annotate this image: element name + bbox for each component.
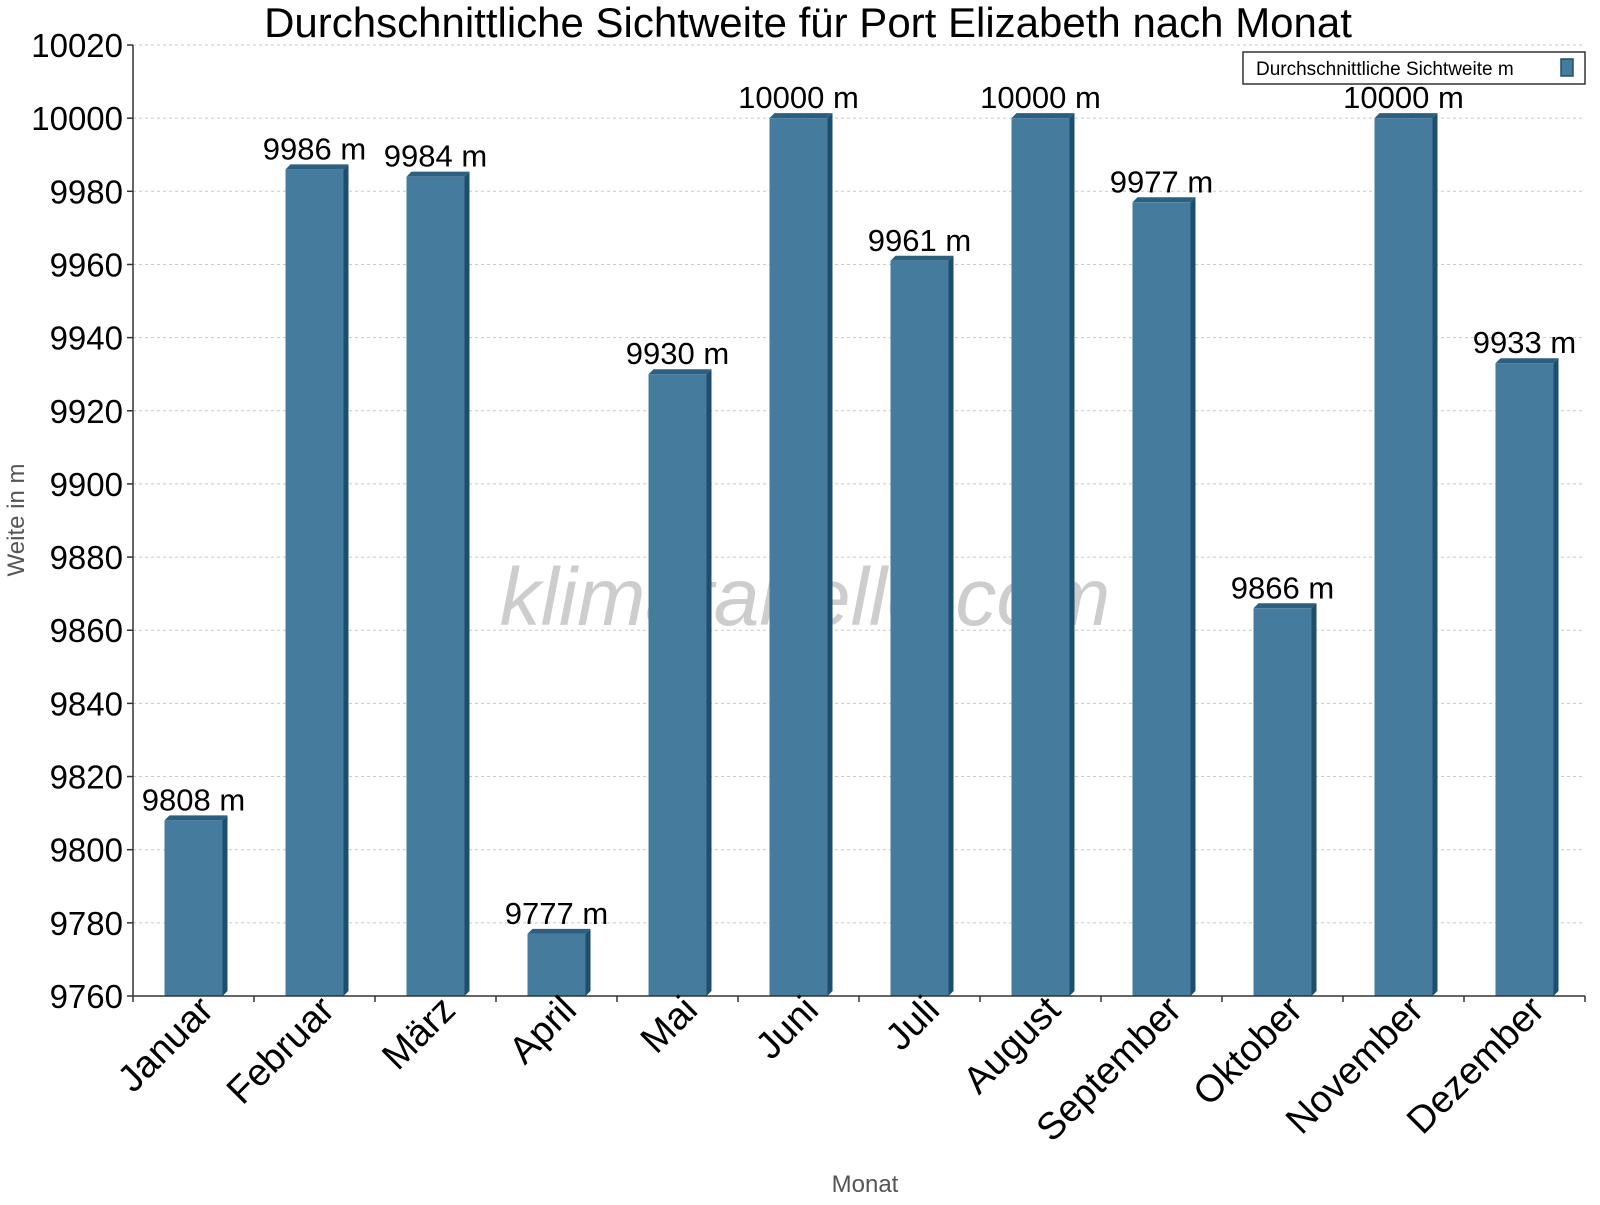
bar xyxy=(285,169,344,996)
y-tick-label: 9940 xyxy=(50,320,123,357)
bar-side xyxy=(1432,113,1438,996)
bar xyxy=(1495,363,1554,996)
legend: Durchschnittliche Sichtweite m xyxy=(1242,51,1586,85)
bar xyxy=(1011,118,1070,996)
bar xyxy=(890,260,949,996)
data-labels: 9808 m 9986 m 9984 m 9777 m 9930 m 10000 m 996… xyxy=(142,80,1576,931)
y-tick-label: 9900 xyxy=(50,466,123,503)
bar-value-label: 9930 m xyxy=(626,336,729,371)
x-category-label: August xyxy=(956,988,1070,1102)
y-tick-label: 9880 xyxy=(50,539,123,576)
x-category-label: Mai xyxy=(633,989,706,1062)
bar xyxy=(1132,202,1191,996)
bar-top xyxy=(406,171,470,177)
bar-top xyxy=(164,815,228,821)
y-tick-label: 9980 xyxy=(50,173,123,210)
bar-value-label: 10000 m xyxy=(1343,80,1464,115)
x-axis-title: Monat xyxy=(832,1171,899,1198)
y-tick-label: 9820 xyxy=(50,759,123,796)
x-category-label: Oktober xyxy=(1186,988,1312,1114)
bar-value-label: 10000 m xyxy=(980,80,1101,115)
bar-side xyxy=(1190,197,1196,996)
y-tick-label: 9860 xyxy=(50,612,123,649)
bar-side xyxy=(585,928,591,996)
bar-top xyxy=(1011,113,1075,119)
y-tick-label: 9920 xyxy=(50,393,123,430)
bar-side xyxy=(948,255,954,997)
legend-swatch xyxy=(1560,58,1574,77)
y-tick-label: 10020 xyxy=(31,27,123,64)
bar-side xyxy=(343,164,349,996)
x-category-label: April xyxy=(501,989,584,1072)
bar-value-label: 9961 m xyxy=(868,223,971,258)
x-category-label: Juni xyxy=(748,989,827,1068)
legend-box xyxy=(1242,51,1586,85)
bar-top xyxy=(527,928,591,934)
bar-top xyxy=(1132,197,1196,203)
bar xyxy=(769,118,828,996)
bar-value-label: 9977 m xyxy=(1110,164,1213,199)
bar-side xyxy=(706,369,712,996)
bar-value-label: 9984 m xyxy=(384,139,487,174)
bar xyxy=(164,820,223,996)
bar xyxy=(1374,118,1433,996)
bar-side xyxy=(222,815,228,996)
bar xyxy=(406,176,465,996)
bar-value-label: 9866 m xyxy=(1231,570,1334,605)
bar-side xyxy=(1553,358,1559,996)
x-category-label: März xyxy=(374,989,463,1078)
bar-top xyxy=(890,255,954,261)
bar-value-label: 9808 m xyxy=(142,782,245,817)
bar-top xyxy=(1374,113,1438,119)
bar-side xyxy=(1311,603,1317,996)
bar-side xyxy=(827,113,833,996)
y-axis-title: Weite in m xyxy=(3,464,30,577)
y-tick-label: 9960 xyxy=(50,246,123,283)
grid-lines xyxy=(133,44,1585,924)
y-tick-label: 9840 xyxy=(50,685,123,722)
bar-side xyxy=(464,171,470,996)
bar-side xyxy=(1069,113,1075,996)
bar-value-label: 9933 m xyxy=(1473,325,1576,360)
legend-label: Durchschnittliche Sichtweite m xyxy=(1256,59,1514,80)
x-category-label: Januar xyxy=(110,988,222,1100)
bar xyxy=(1253,608,1312,996)
bar xyxy=(527,933,586,996)
bar-top xyxy=(648,369,712,375)
x-category-label: Juli xyxy=(878,989,948,1059)
bar-top xyxy=(1253,603,1317,609)
bar xyxy=(648,374,707,996)
bars xyxy=(164,113,1559,997)
bar-top xyxy=(769,113,833,119)
y-tick-label: 10000 xyxy=(31,100,123,137)
chart-title: Durchschnittliche Sichtweite für Port El… xyxy=(264,0,1352,46)
x-category-label: Februar xyxy=(219,988,343,1112)
bar-top xyxy=(1495,358,1559,364)
bar-value-label: 9777 m xyxy=(505,896,608,931)
bar-value-label: 10000 m xyxy=(738,80,859,115)
bar-value-label: 9986 m xyxy=(263,131,366,166)
bar-top xyxy=(285,164,349,170)
y-tick-label: 9800 xyxy=(50,832,123,869)
y-tick-label: 9780 xyxy=(50,905,123,942)
y-tick-label: 9760 xyxy=(50,978,123,1015)
